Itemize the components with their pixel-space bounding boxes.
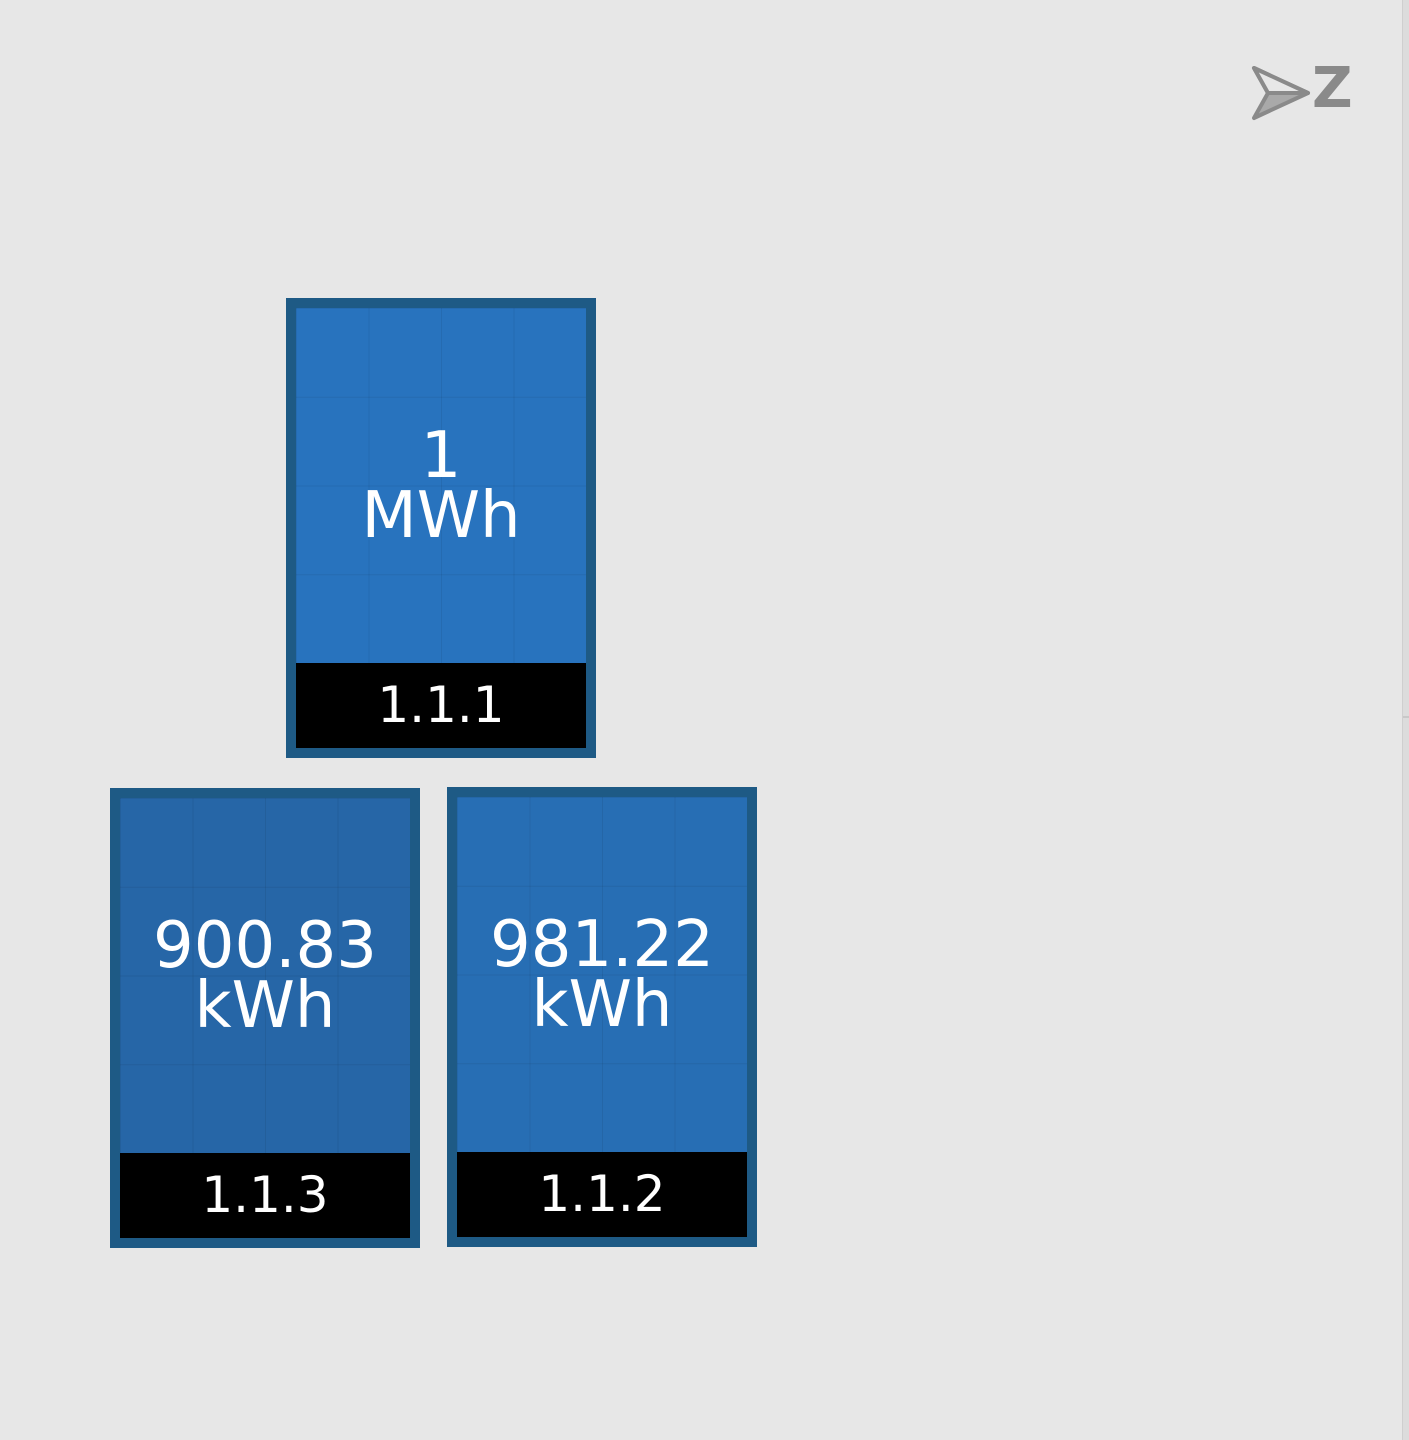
solar-panel-1-1-3[interactable]: 900.83 kWh 1.1.3 <box>110 788 420 1248</box>
energy-unit: kWh <box>194 969 336 1043</box>
panel-id-label: 1.1.1 <box>296 663 586 748</box>
panel-cell-grid <box>120 798 410 1153</box>
energy-number: 981.22 <box>490 908 714 982</box>
north-arrow-icon <box>1252 66 1310 120</box>
panel-energy-value: 981.22 kWh <box>457 908 747 1042</box>
panel-cell-grid <box>296 308 586 663</box>
panel-energy-value: 1 MWh <box>296 419 586 553</box>
solar-panel-1-1-1[interactable]: 1 MWh 1.1.1 <box>286 298 596 758</box>
energy-number: 1 <box>420 419 462 493</box>
energy-unit: kWh <box>531 968 673 1042</box>
solar-panel-1-1-2[interactable]: 981.22 kWh 1.1.2 <box>447 787 757 1247</box>
energy-unit: MWh <box>361 479 521 553</box>
panel-id-label: 1.1.3 <box>120 1153 410 1238</box>
compass: Z <box>1250 58 1362 124</box>
panel-id-label: 1.1.2 <box>457 1152 747 1237</box>
panel-energy-value: 900.83 kWh <box>120 909 410 1043</box>
scrollbar-thumb[interactable] <box>1403 716 1409 718</box>
north-letter: Z <box>1312 56 1353 121</box>
energy-number: 900.83 <box>153 909 377 983</box>
panel-cell-grid <box>457 797 747 1152</box>
vertical-scrollbar[interactable] <box>1402 0 1409 1440</box>
